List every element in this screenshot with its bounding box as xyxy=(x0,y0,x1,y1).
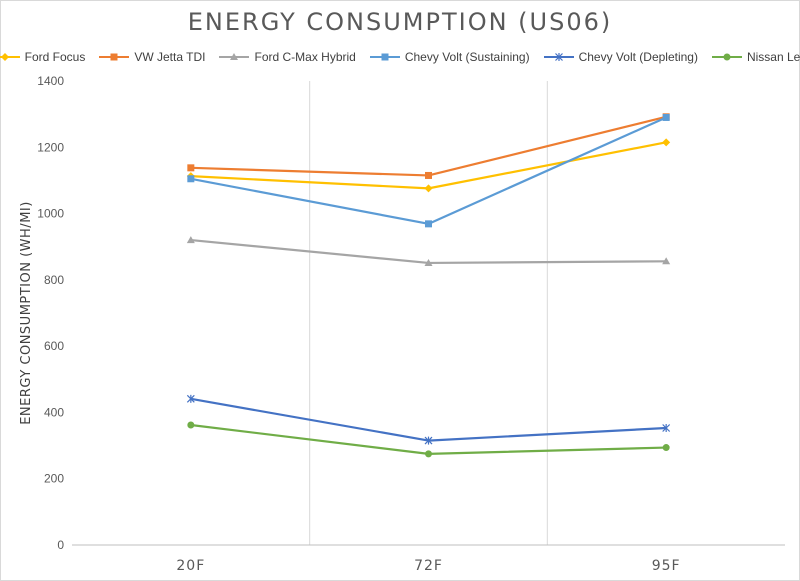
legend-swatch xyxy=(99,53,130,61)
data-point xyxy=(662,113,670,121)
legend-label: Ford C-Max Hybrid xyxy=(254,50,356,64)
y-tick-label: 0 xyxy=(57,538,64,552)
y-tick-label: 1400 xyxy=(37,74,64,88)
data-point xyxy=(424,184,433,193)
legend-label: Nissan Leaf xyxy=(746,50,800,64)
legend-item: Nissan Leaf xyxy=(711,50,800,64)
legend-label: Chevy Volt (Sustaining) xyxy=(404,50,530,64)
data-point xyxy=(425,450,432,458)
data-point xyxy=(424,436,433,445)
legend-swatch xyxy=(369,53,400,61)
x-tick-label: 20F xyxy=(176,558,205,574)
x-tick-label: 72F xyxy=(414,558,443,574)
chart-title: ENERGY CONSUMPTION (US06) xyxy=(187,8,613,36)
legend-item: Ford C-Max Hybrid xyxy=(219,50,356,64)
legend-label: VW Jetta TDI xyxy=(134,50,206,64)
data-point xyxy=(662,444,670,452)
data-point xyxy=(662,424,671,433)
x-tick-label: 95F xyxy=(652,558,681,574)
chart-legend: Ford Focus VW Jetta TDI Ford C-Max Hybrid C… xyxy=(0,50,800,64)
legend-item: Chevy Volt (Depleting) xyxy=(543,50,698,64)
data-point xyxy=(662,257,671,265)
legend-marker xyxy=(723,53,731,61)
data-point xyxy=(186,394,195,403)
data-point xyxy=(187,164,195,172)
series-line xyxy=(190,115,667,177)
legend-swatch xyxy=(219,53,250,60)
legend-swatch xyxy=(711,53,742,61)
legend-swatch xyxy=(0,53,20,61)
y-axis-label: ENERGY CONSUMPTION (WH/MI) xyxy=(19,201,34,425)
y-tick-label: 1200 xyxy=(37,140,64,154)
data-point xyxy=(425,220,432,228)
y-tick-label: 200 xyxy=(44,472,64,486)
data-point xyxy=(187,421,195,429)
legend-label: Ford Focus xyxy=(24,50,86,64)
y-tick-label: 1000 xyxy=(37,207,64,221)
data-point xyxy=(186,236,195,244)
legend-item: Ford Focus xyxy=(0,50,85,64)
legend-marker xyxy=(381,53,389,61)
data-point xyxy=(424,258,433,266)
legend-item: VW Jetta TDI xyxy=(99,50,205,64)
y-tick-label: 400 xyxy=(44,405,64,419)
legend-label: Chevy Volt (Depleting) xyxy=(578,50,698,64)
y-tick-label: 800 xyxy=(44,273,64,287)
data-point xyxy=(425,171,432,179)
data-point xyxy=(662,138,671,147)
legend-marker xyxy=(230,53,239,60)
legend-marker xyxy=(110,53,118,61)
legend-marker xyxy=(554,53,563,61)
legend-swatch xyxy=(543,53,574,61)
data-point xyxy=(187,175,195,183)
legend-item: Chevy Volt (Sustaining) xyxy=(369,50,530,64)
legend-marker xyxy=(0,53,9,61)
y-tick-label: 600 xyxy=(44,339,64,353)
